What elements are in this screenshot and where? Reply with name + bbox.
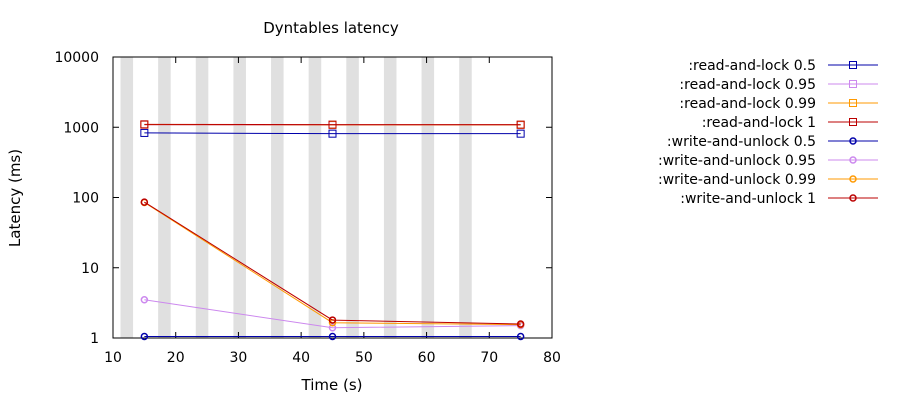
y-axis-label: Latency (ms) (6, 149, 24, 247)
legend-marker (849, 194, 857, 202)
data-point (516, 129, 525, 138)
series (140, 296, 525, 332)
background-band (158, 57, 171, 338)
background-band (308, 57, 322, 338)
y-tick-label: 10000 (54, 50, 99, 66)
legend-label: :read-and-lock 0.5 (688, 58, 816, 74)
series (140, 120, 525, 129)
background-band (459, 57, 472, 338)
legend-marker (849, 80, 857, 88)
axis-ticks: 10 20 30 40 50 60 70 80 1 10 100 1000 10000 (54, 50, 560, 366)
data-point (328, 316, 337, 324)
legend-entry: :read-and-lock 0.5 (688, 58, 878, 74)
legend-label: :write-and-unlock 0.99 (658, 172, 816, 188)
series (140, 198, 525, 328)
data-point (516, 120, 525, 129)
chart-title: Dyntables latency (263, 19, 399, 37)
series-line (144, 201, 521, 325)
background-band (346, 57, 359, 338)
data-point (328, 129, 337, 138)
background-band (233, 57, 246, 338)
series (140, 128, 525, 138)
data-point (140, 198, 149, 206)
data-point (140, 120, 149, 129)
legend-label: :write-and-unlock 0.95 (658, 153, 816, 169)
legend-entry: :write-and-unlock 0.95 (658, 153, 878, 169)
x-tick-label: 30 (230, 350, 248, 366)
legend: :read-and-lock 0.5 :read-and-lock 0.95 :re… (658, 58, 878, 207)
x-tick-label: 40 (292, 350, 310, 366)
background-bands (120, 57, 472, 338)
data-point (516, 332, 525, 341)
background-band (120, 57, 134, 338)
legend-entry: :write-and-unlock 0.5 (667, 134, 878, 150)
series-group (140, 120, 525, 341)
legend-marker (849, 61, 857, 69)
x-tick-label: 20 (167, 350, 185, 366)
plot-frame (112, 56, 553, 339)
y-tick-label: 1 (90, 331, 99, 347)
series-line (144, 299, 521, 329)
x-tick-label: 50 (355, 350, 373, 366)
legend-marker (849, 99, 857, 107)
background-band (421, 57, 435, 338)
background-band (195, 57, 209, 338)
x-tick-label: 60 (418, 350, 436, 366)
legend-label: :read-and-lock 1 (702, 115, 816, 131)
legend-label: :write-and-unlock 0.5 (667, 134, 816, 150)
series-line (144, 132, 521, 135)
data-point (140, 332, 149, 341)
legend-label: :read-and-lock 0.99 (679, 96, 816, 112)
legend-entry: :write-and-unlock 1 (680, 191, 878, 207)
data-point (516, 320, 525, 328)
x-tick-label: 80 (543, 350, 561, 366)
legend-marker (849, 137, 857, 145)
y-tick-label: 1000 (63, 120, 99, 136)
x-tick-label: 70 (480, 350, 498, 366)
data-point (328, 323, 337, 332)
legend-entry: :read-and-lock 1 (702, 115, 878, 131)
legend-label: :read-and-lock 0.95 (679, 77, 816, 93)
data-point (140, 296, 149, 304)
legend-entry: :write-and-unlock 0.99 (658, 172, 878, 188)
series (140, 332, 525, 341)
background-band (271, 57, 284, 338)
legend-label: :write-and-unlock 1 (680, 191, 816, 207)
data-point (140, 128, 149, 137)
x-tick-label: 10 (104, 350, 122, 366)
data-point (328, 332, 337, 341)
x-axis-label: Time (s) (301, 376, 363, 394)
legend-entry: :read-and-lock 0.95 (679, 77, 878, 93)
legend-marker (849, 118, 857, 126)
legend-marker (849, 156, 857, 164)
data-point (328, 120, 337, 129)
legend-marker (849, 175, 857, 183)
y-tick-label: 100 (72, 191, 99, 207)
background-band (383, 57, 397, 338)
y-tick-label: 10 (81, 261, 99, 277)
legend-entry: :read-and-lock 0.99 (679, 96, 878, 112)
